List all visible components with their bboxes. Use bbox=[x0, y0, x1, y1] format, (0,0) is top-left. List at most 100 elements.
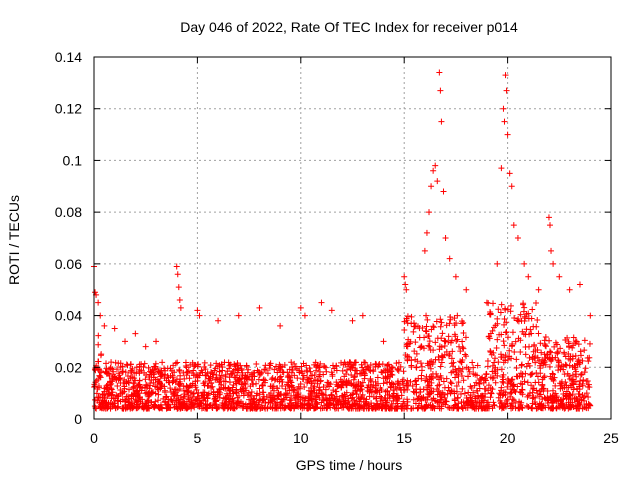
data-point-noise bbox=[93, 377, 100, 384]
data-point-noise bbox=[256, 399, 263, 406]
data-point-noise bbox=[491, 368, 498, 375]
data-point-noise bbox=[134, 382, 141, 389]
data-point-noise bbox=[397, 363, 404, 370]
data-point-noise bbox=[583, 400, 590, 407]
data-point-noise bbox=[194, 377, 201, 384]
data-point bbox=[194, 307, 201, 314]
y-tick-label: 0.12 bbox=[55, 101, 82, 117]
data-point-noise bbox=[424, 316, 431, 323]
data-point-noise bbox=[480, 379, 487, 386]
data-point-noise bbox=[471, 393, 478, 400]
data-point-noise bbox=[228, 371, 235, 378]
data-point-noise bbox=[285, 379, 292, 386]
data-point-noise bbox=[542, 342, 549, 349]
data-point-noise bbox=[119, 396, 126, 403]
data-point-noise bbox=[204, 401, 211, 408]
data-point-noise bbox=[339, 367, 346, 374]
data-point-noise bbox=[488, 390, 495, 397]
data-point bbox=[430, 167, 437, 174]
data-point-noise bbox=[367, 361, 374, 368]
data-point-noise bbox=[109, 376, 116, 383]
data-point-noise bbox=[208, 384, 215, 391]
data-point-noise bbox=[577, 377, 584, 384]
data-point-noise bbox=[93, 390, 100, 397]
data-point-noise bbox=[267, 383, 274, 390]
data-point-noise bbox=[409, 382, 416, 389]
data-point-noise bbox=[304, 368, 311, 375]
data-point-noise bbox=[157, 404, 164, 411]
y-tick-label: 0.04 bbox=[55, 308, 82, 324]
data-point-noise bbox=[581, 397, 588, 404]
data-point bbox=[550, 260, 557, 267]
data-point-noise bbox=[452, 374, 459, 381]
data-point-noise bbox=[152, 383, 159, 390]
data-point-noise bbox=[557, 366, 564, 373]
data-point-noise bbox=[99, 390, 106, 397]
data-point-noise bbox=[216, 386, 223, 393]
data-point-noise bbox=[438, 359, 445, 366]
data-point-noise bbox=[580, 376, 587, 383]
data-point-noise bbox=[162, 367, 169, 374]
data-point-noise bbox=[455, 379, 462, 386]
data-point-noise bbox=[384, 388, 391, 395]
data-point-noise bbox=[357, 380, 364, 387]
data-point-noise bbox=[504, 396, 511, 403]
data-point-noise bbox=[250, 396, 257, 403]
data-point-noise bbox=[366, 393, 373, 400]
data-point-noise bbox=[532, 359, 539, 366]
x-tick-label: 15 bbox=[396, 430, 412, 446]
data-point-noise bbox=[219, 367, 226, 374]
data-point-noise bbox=[473, 405, 480, 412]
data-point-noise bbox=[411, 348, 418, 355]
data-point-noise bbox=[458, 398, 465, 405]
data-point bbox=[438, 118, 445, 125]
data-point-noise bbox=[420, 395, 427, 402]
data-point-noise bbox=[209, 383, 216, 390]
data-point-noise bbox=[243, 362, 250, 369]
data-point-noise bbox=[483, 370, 490, 377]
data-point-noise bbox=[510, 386, 517, 393]
data-point-noise bbox=[522, 331, 529, 338]
data-point-noise bbox=[113, 392, 120, 399]
data-point-noise bbox=[359, 364, 366, 371]
data-point-noise bbox=[542, 333, 549, 340]
data-point-noise bbox=[509, 376, 516, 383]
data-point bbox=[196, 312, 203, 319]
data-point-noise bbox=[558, 363, 565, 370]
data-point-noise bbox=[288, 359, 295, 366]
data-point-noise bbox=[537, 365, 544, 372]
data-point-noise bbox=[200, 389, 207, 396]
data-point-noise bbox=[528, 382, 535, 389]
data-point-noise bbox=[179, 403, 186, 410]
data-point-noise bbox=[517, 404, 524, 411]
data-point-noise bbox=[550, 377, 557, 384]
data-point bbox=[235, 312, 242, 319]
data-point-noise bbox=[569, 363, 576, 370]
data-point-noise bbox=[124, 362, 131, 369]
data-point-noise bbox=[291, 395, 298, 402]
data-point-noise bbox=[487, 348, 494, 355]
data-point-noise bbox=[143, 372, 150, 379]
data-point-noise bbox=[494, 320, 501, 327]
data-point-noise bbox=[517, 348, 524, 355]
data-point-noise bbox=[575, 356, 582, 363]
data-point-noise bbox=[467, 383, 474, 390]
data-point-noise bbox=[402, 404, 409, 411]
data-point-noise bbox=[411, 389, 418, 396]
data-point bbox=[503, 87, 510, 94]
data-point bbox=[506, 170, 513, 177]
data-point-noise bbox=[361, 359, 368, 366]
data-point-noise bbox=[464, 398, 471, 405]
data-point-noise bbox=[422, 377, 429, 384]
data-point-noise bbox=[512, 338, 519, 345]
data-point-noise bbox=[497, 351, 504, 358]
data-point-noise bbox=[312, 359, 319, 366]
data-point-noise bbox=[455, 403, 462, 410]
data-point-noise bbox=[427, 365, 434, 372]
data-point-noise bbox=[560, 395, 567, 402]
data-point-noise bbox=[328, 399, 334, 406]
data-point-noise bbox=[390, 393, 397, 400]
data-point-noise bbox=[155, 369, 162, 376]
data-point-noise bbox=[445, 333, 452, 340]
data-point-noise bbox=[314, 380, 321, 387]
